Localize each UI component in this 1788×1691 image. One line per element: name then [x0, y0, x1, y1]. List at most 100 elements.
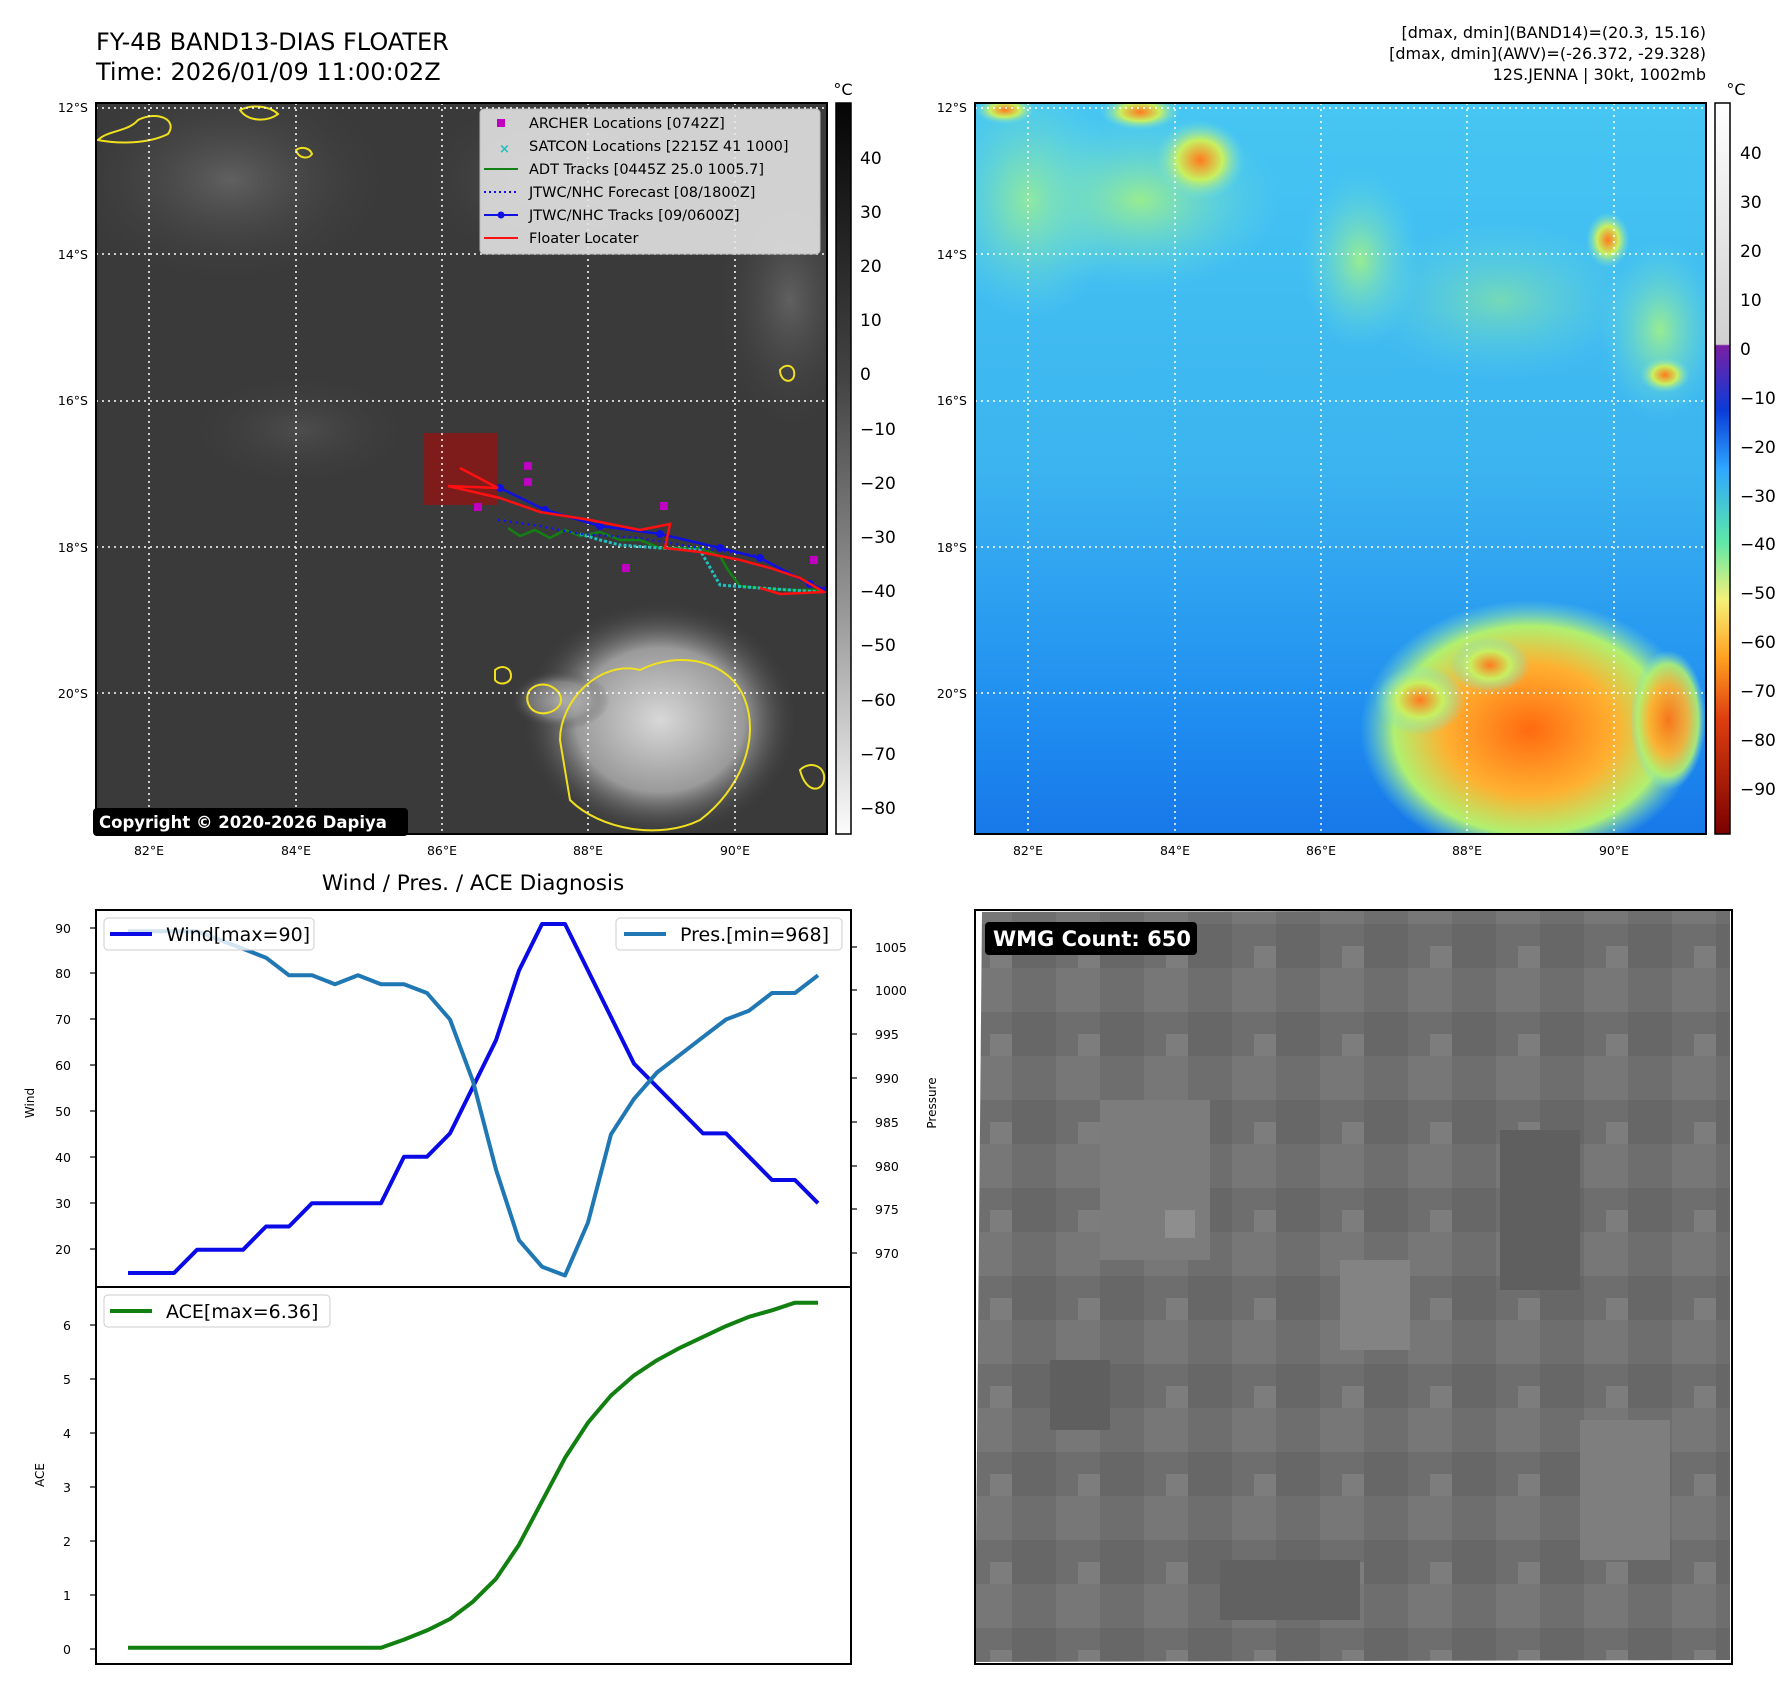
wv-cbar-tick: 0: [1740, 340, 1751, 360]
ir-cbar-tick: −40: [860, 582, 896, 602]
ace-tick: 6: [63, 1318, 71, 1333]
ir-lat-tick: 12°S: [58, 100, 88, 115]
wv-cbar-tick: 10: [1740, 291, 1762, 311]
ir-colorbar: °C 40 30 20 10 0 −10 −20 −30 −40 −50 −60…: [833, 80, 896, 835]
ir-lat-tick: 18°S: [58, 540, 88, 555]
wv-colorbar-unit: °C: [1726, 80, 1745, 99]
ir-cbar-tick: −20: [860, 474, 896, 494]
wind-tick: 50: [55, 1104, 71, 1119]
pres-axis-label: Pressure: [925, 1077, 939, 1128]
wv-cbar-tick: 40: [1740, 144, 1762, 164]
legend-jtwc-tracks: JTWC/NHC Tracks [09/0600Z]: [528, 208, 740, 224]
wv-cbar-tick: 30: [1740, 193, 1762, 213]
pres-tick: 985: [875, 1115, 899, 1130]
ir-lon-tick: 82°E: [134, 843, 164, 858]
ace-tick: 0: [63, 1642, 71, 1657]
wv-cbar-tick: −50: [1740, 584, 1776, 604]
wind-legend-label: Wind[max=90]: [166, 924, 310, 946]
ir-cbar-tick: −10: [860, 420, 896, 440]
wv-lat-tick: 12°S: [937, 100, 967, 115]
copyright-label: Copyright © 2020-2026 Dapiya: [99, 813, 387, 832]
ir-cbar-tick: 0: [860, 365, 871, 385]
ir-lon-tick: 84°E: [281, 843, 311, 858]
adt-track: [507, 526, 820, 592]
wv-lon-tick: 84°E: [1160, 843, 1190, 858]
wv-cbar-tick: −40: [1740, 535, 1776, 555]
legend-jtwc-forecast: JTWC/NHC Forecast [08/1800Z]: [528, 185, 755, 201]
svg-text:×: ×: [499, 142, 510, 157]
ir-cbar-tick: 30: [860, 203, 882, 223]
pres-tick: 980: [875, 1159, 899, 1174]
wv-map-panel: 82°E 84°E 86°E 88°E 90°E 12°S 14°S 16°S …: [937, 100, 1707, 858]
ir-cbar-tick: −70: [860, 745, 896, 765]
figure-timestamp: Time: 2026/01/09 11:00:02Z: [95, 58, 441, 86]
wv-cbar-tick: −70: [1740, 682, 1776, 702]
wind-legend: Wind[max=90]: [103, 917, 315, 951]
ir-cbar-tick: 10: [860, 311, 882, 331]
legend-archer: ARCHER Locations [0742Z]: [529, 116, 725, 132]
ace-tick: 4: [63, 1426, 71, 1441]
wind-tick: 60: [55, 1058, 71, 1073]
pres-tick: 1000: [875, 983, 907, 998]
ir-colorbar-unit: °C: [833, 80, 852, 99]
ace-tick: 5: [63, 1372, 71, 1387]
wv-lon-tick: 90°E: [1599, 843, 1629, 858]
wv-cbar-tick: −20: [1740, 438, 1776, 458]
wv-cbar-tick: −60: [1740, 633, 1776, 653]
pres-legend-label: Pres.[min=968]: [680, 924, 829, 946]
wind-tick: 20: [55, 1242, 71, 1257]
wind-tick: 40: [55, 1150, 71, 1165]
ace-tick: 1: [63, 1588, 71, 1603]
ir-cbar-tick: −60: [860, 691, 896, 711]
wv-lat-tick: 16°S: [937, 393, 967, 408]
wind-tick: 70: [55, 1012, 71, 1027]
diag-title: Wind / Pres. / ACE Diagnosis: [322, 871, 624, 896]
pres-tick: 1005: [875, 940, 907, 955]
ir-cbar-tick: 40: [860, 149, 882, 169]
ace-axis-label: ACE: [33, 1463, 47, 1487]
archer-markers: [474, 462, 818, 572]
map-legend: × ARCHER Locations [0742Z] SATCON Locati…: [479, 108, 821, 255]
figure-title: FY-4B BAND13-DIAS FLOATER: [96, 28, 449, 56]
info-storm: 12S.JENNA | 30kt, 1002mb: [1493, 65, 1706, 84]
legend-adt: ADT Tracks [0445Z 25.0 1005.7]: [529, 162, 764, 178]
pres-tick: 995: [875, 1027, 899, 1042]
wmg-count-label: WMG Count: 650: [993, 927, 1191, 951]
ir-lon-tick: 86°E: [427, 843, 457, 858]
pres-tick: 970: [875, 1246, 899, 1261]
ir-lon-tick: 90°E: [720, 843, 750, 858]
ace-legend: ACE[max=6.36]: [103, 1294, 331, 1328]
ir-lat-tick: 16°S: [58, 393, 88, 408]
wind-tick: 30: [55, 1196, 71, 1211]
wind-tick: 80: [55, 966, 71, 981]
wv-lon-tick: 86°E: [1306, 843, 1336, 858]
ir-cbar-tick: 20: [860, 257, 882, 277]
info-awv: [dmax, dmin](AWV)=(-26.372, -29.328): [1389, 44, 1706, 63]
wv-lat-tick: 14°S: [937, 247, 967, 262]
ace-tick: 3: [63, 1480, 71, 1495]
wv-cbar-tick: −90: [1740, 780, 1776, 800]
wind-tick: 90: [55, 921, 71, 936]
ir-cbar-tick: −50: [860, 636, 896, 656]
ir-lat-tick: 20°S: [58, 686, 88, 701]
pres-tick: 990: [875, 1071, 899, 1086]
ace-legend-label: ACE[max=6.36]: [166, 1301, 318, 1323]
wv-cbar-tick: −10: [1740, 389, 1776, 409]
ace-tick: 2: [63, 1534, 71, 1549]
wind-pres-chart: Wind Pressure 20 30 40 50 60 70 80 90 97…: [23, 909, 939, 1288]
wind-axis-label: Wind: [23, 1088, 37, 1118]
info-band14: [dmax, dmin](BAND14)=(20.3, 15.16): [1401, 23, 1706, 42]
ir-lon-tick: 88°E: [573, 843, 603, 858]
pres-tick: 975: [875, 1202, 899, 1217]
floater-locater-track: [447, 466, 827, 596]
wmg-panel: WMG Count: 650: [974, 909, 1733, 1665]
legend-floater: Floater Locater: [529, 231, 638, 247]
ir-cbar-tick: −30: [860, 528, 896, 548]
wv-cbar-tick: −80: [1740, 731, 1776, 751]
ir-lat-tick: 14°S: [58, 247, 88, 262]
pres-legend: Pres.[min=968]: [615, 917, 843, 951]
ir-cbar-tick: −80: [860, 799, 896, 819]
ir-map-panel: × ARCHER Locations [0742Z] SATCON Locati…: [58, 100, 828, 858]
wv-lat-tick: 18°S: [937, 540, 967, 555]
wv-lon-tick: 88°E: [1452, 843, 1482, 858]
